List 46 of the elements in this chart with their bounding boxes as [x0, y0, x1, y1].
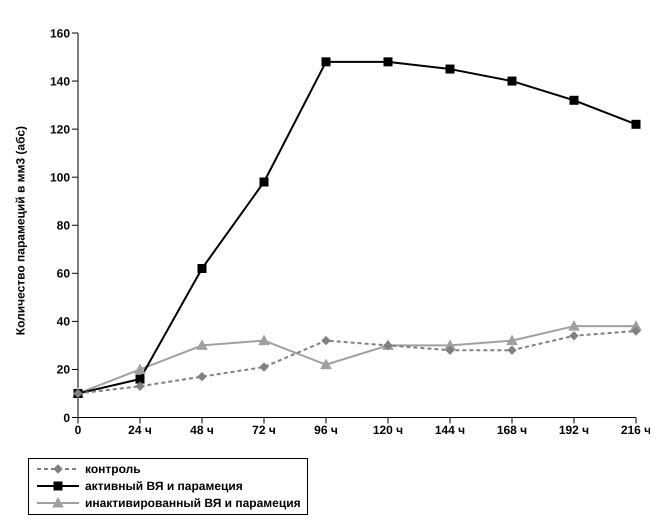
x-tick-label: 72 ч: [252, 423, 276, 438]
point: [260, 362, 268, 372]
point: [258, 335, 270, 346]
x-tick-label: 0: [74, 423, 82, 438]
point: [508, 346, 516, 355]
y-tick-label: 60: [56, 266, 70, 281]
point: [260, 177, 268, 186]
point: [570, 96, 578, 105]
point: [632, 120, 640, 129]
point: [134, 364, 146, 374]
point: [322, 336, 330, 346]
point: [320, 359, 332, 370]
point: [198, 372, 206, 382]
x-tick-label: 96 ч: [314, 423, 338, 438]
x-tick-label: 168 ч: [496, 423, 528, 438]
y-axis-title: Количество парамеций в мм3 (абс): [13, 126, 28, 336]
y-tick-label: 160: [50, 26, 70, 40]
point: [506, 335, 518, 346]
point: [632, 326, 640, 336]
x-tick-label: 216 ч: [620, 423, 652, 438]
y-tick-label: 80: [56, 218, 70, 233]
x-tick-label: 24 ч: [128, 423, 152, 438]
legend-label: контроль: [85, 462, 141, 476]
x-tick-label: 192 ч: [558, 423, 590, 438]
y-tick-label: 20: [56, 362, 70, 377]
point: [136, 374, 144, 384]
point: [196, 340, 208, 350]
y-tick-label: 0: [63, 410, 70, 425]
y-tick-label: 120: [50, 122, 70, 136]
point: [508, 76, 516, 86]
y-tick-label: 140: [50, 74, 70, 88]
point: [322, 57, 330, 66]
point: [570, 331, 578, 340]
y-tick-label: 40: [56, 314, 70, 329]
point: [384, 57, 392, 66]
x-tick-label: 48 ч: [190, 423, 214, 438]
x-tick-label: 120 ч: [372, 423, 404, 438]
point: [198, 264, 206, 274]
y-tick-label: 100: [50, 170, 70, 184]
point: [446, 64, 454, 74]
legend-label: активный ВЯ и парамеция: [85, 479, 243, 493]
point: [446, 346, 454, 355]
point: [568, 320, 580, 331]
legend-label: инактивированный ВЯ и парамеция: [85, 496, 301, 510]
point: [136, 382, 144, 391]
x-tick-label: 144 ч: [434, 423, 466, 438]
